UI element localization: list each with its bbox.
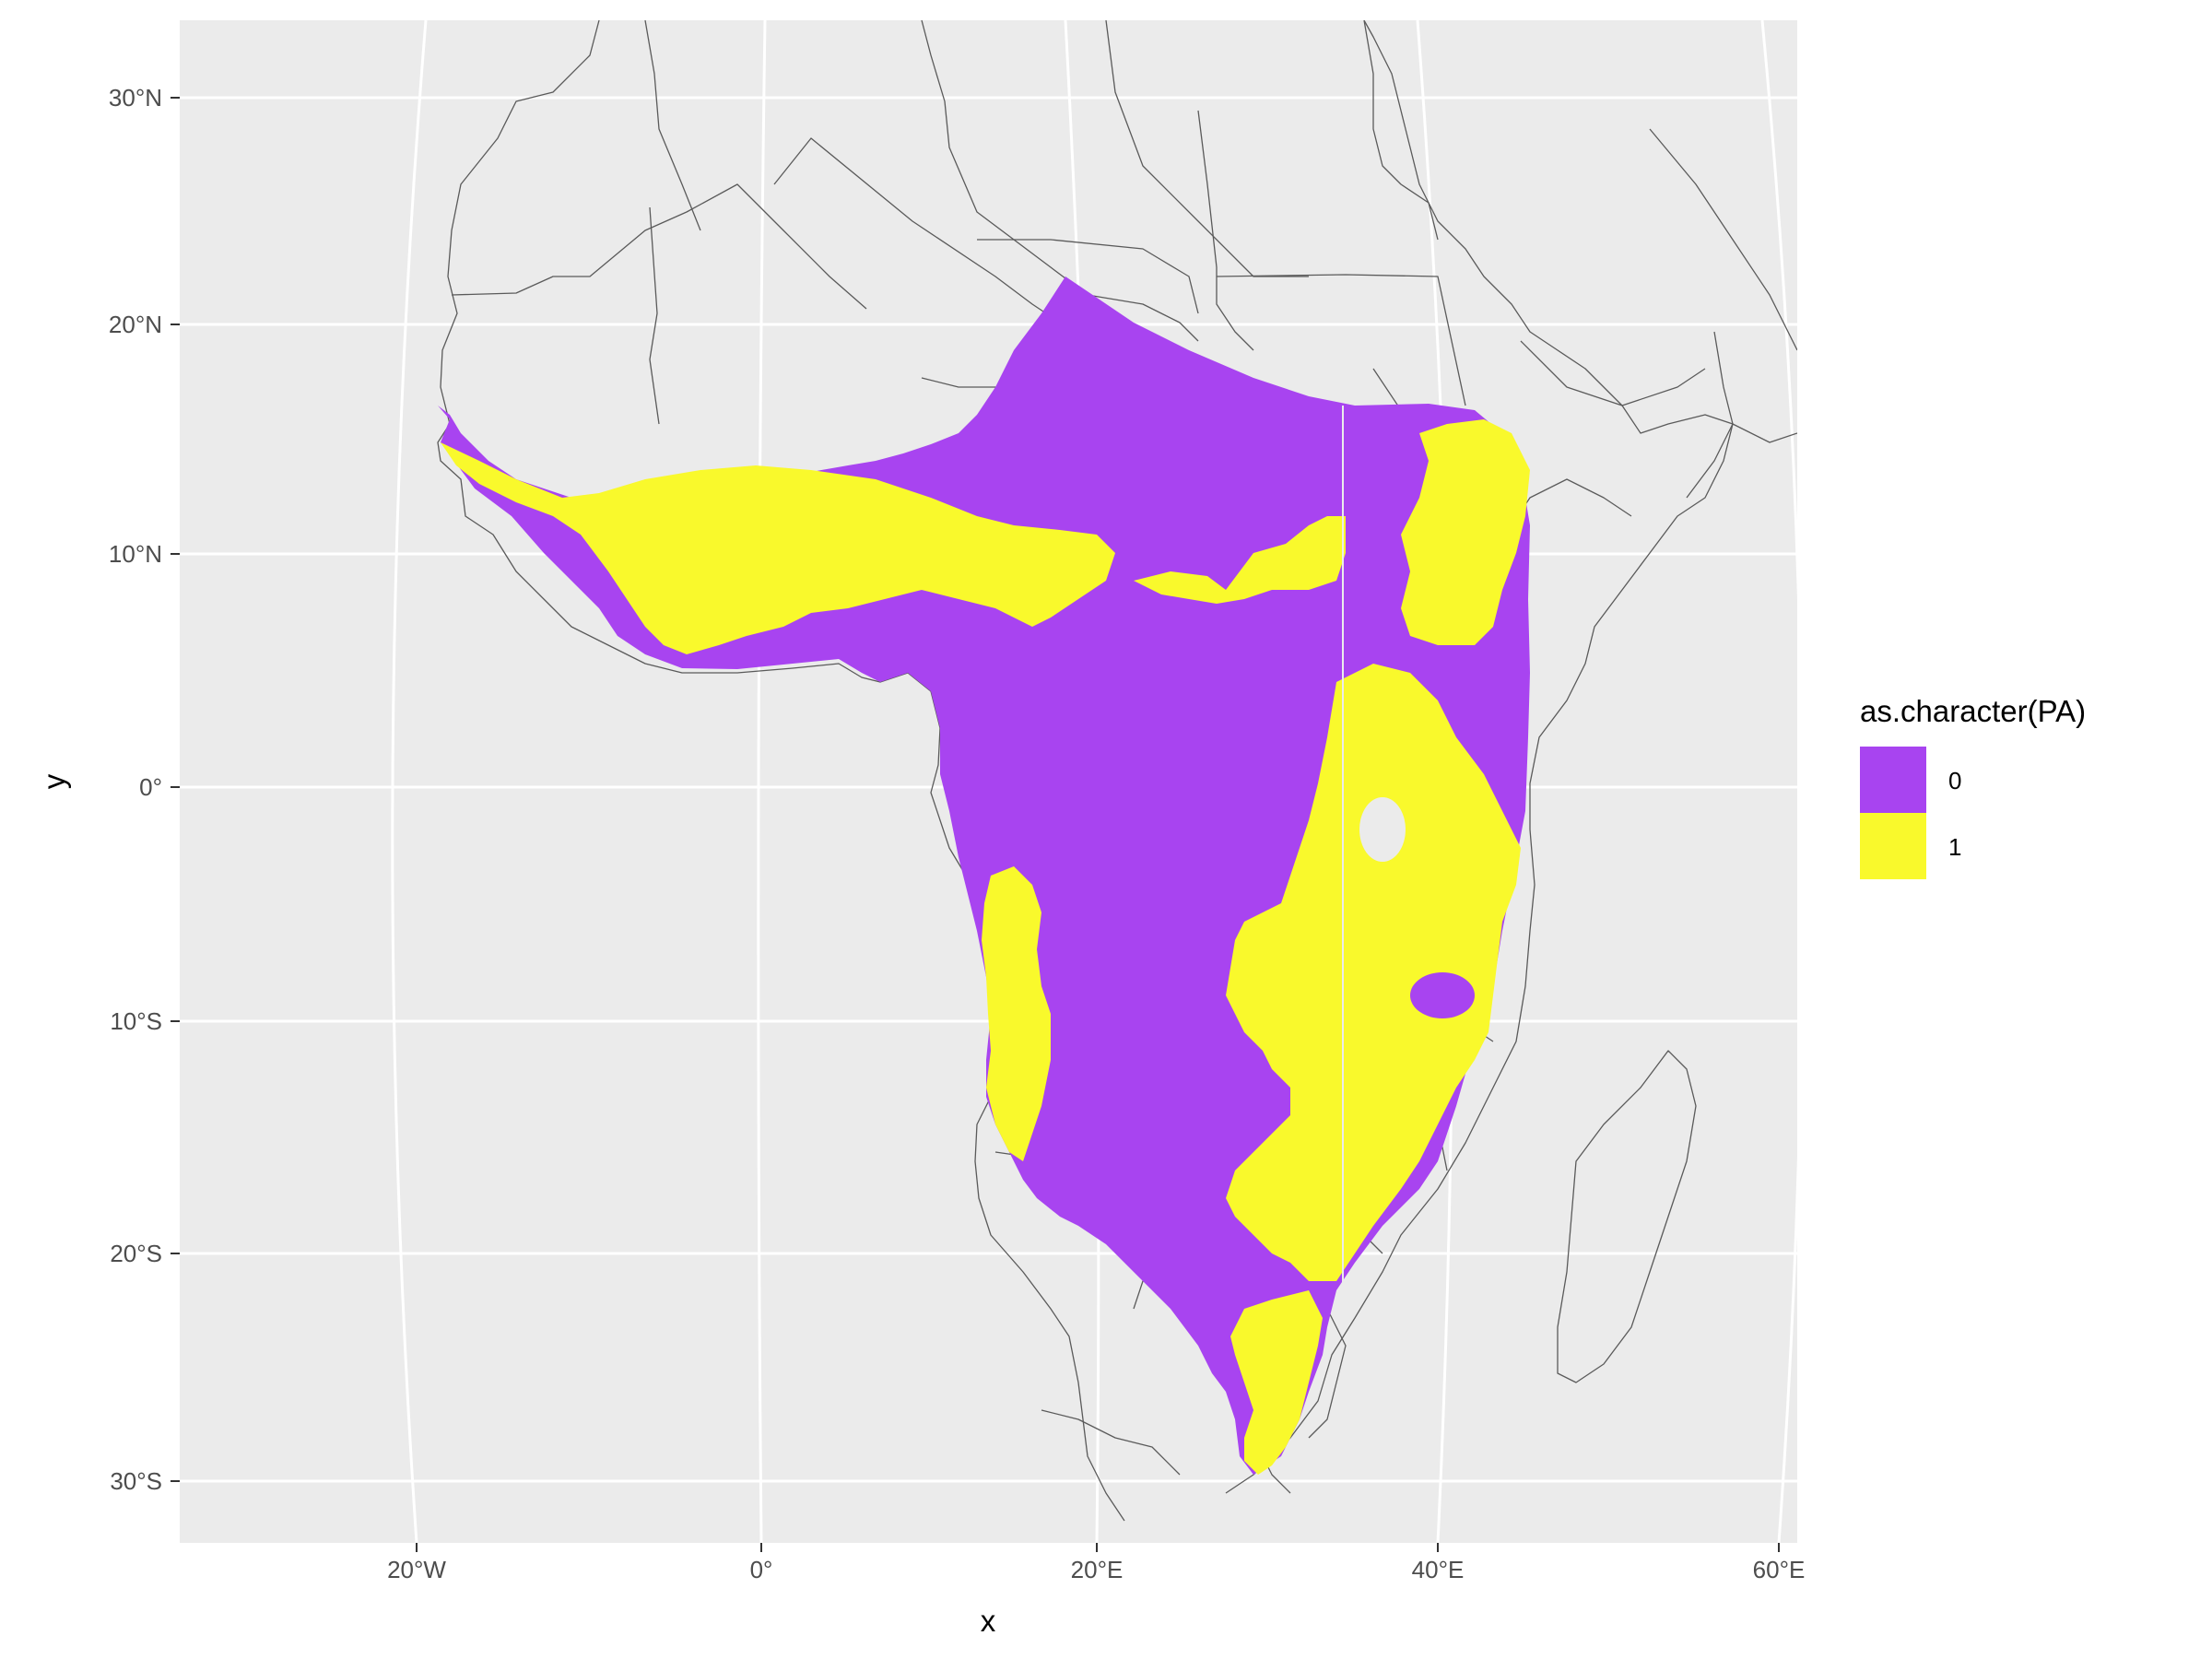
y-tick-label: 0° — [139, 773, 162, 801]
pa-region-1 — [982, 866, 1051, 1161]
x-tick-label: 60°E — [1753, 1556, 1806, 1583]
y-axis-title: y — [37, 773, 71, 789]
x-tick-label: 0° — [750, 1556, 773, 1583]
pa-raster — [438, 276, 1530, 1475]
y-tick-label: 10°N — [109, 540, 162, 568]
legend: as.character(PA) 0 1 — [1860, 694, 2086, 879]
legend-key-0 — [1860, 747, 1926, 813]
pa-region-1 — [1134, 516, 1346, 604]
x-tick-label: 40°E — [1412, 1556, 1465, 1583]
legend-label-1: 1 — [1948, 833, 1961, 861]
y-tick-label: 30°N — [109, 84, 162, 112]
legend-label-0: 0 — [1948, 767, 1961, 794]
pa-region-1 — [1230, 1290, 1323, 1475]
y-tick-label: 20°N — [109, 311, 162, 338]
y-tick-label: 30°S — [110, 1467, 162, 1495]
y-tick-label: 20°S — [110, 1240, 162, 1267]
pa-region-1 — [441, 442, 1115, 654]
x-tick-label: 20°W — [387, 1556, 446, 1583]
legend-title: as.character(PA) — [1860, 694, 2086, 728]
legend-key-1 — [1860, 813, 1926, 879]
axis-ticks — [171, 97, 1780, 1552]
x-tick-label: 20°E — [1071, 1556, 1124, 1583]
x-axis-title: x — [981, 1604, 996, 1638]
pa-region-1 — [1226, 664, 1521, 1281]
y-tick-labels: 30°N 20°N 10°N 0° 10°S 20°S 30°S — [109, 84, 162, 1495]
pa-region-1 — [1401, 419, 1530, 645]
x-tick-labels: 20°W 0° 20°E 40°E 60°E — [387, 1556, 1805, 1583]
y-tick-label: 10°S — [110, 1007, 162, 1035]
